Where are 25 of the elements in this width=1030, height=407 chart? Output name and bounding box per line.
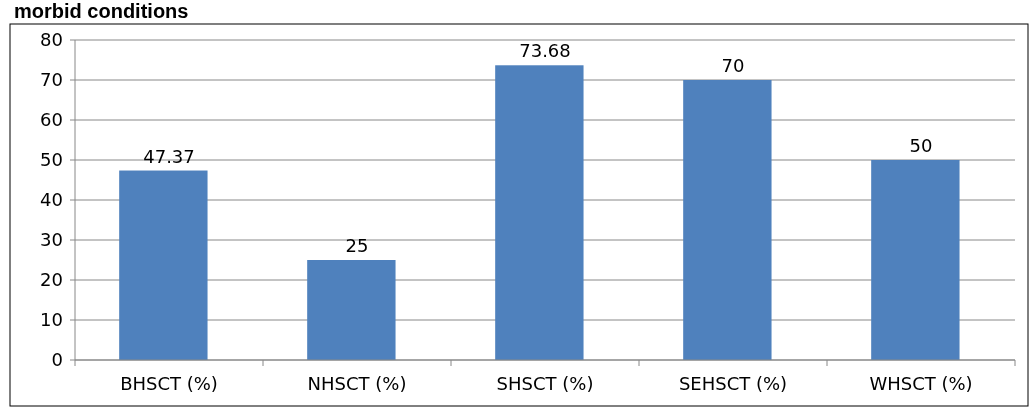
y-tick-label: 70 (40, 69, 63, 91)
y-tick-label: 10 (40, 309, 63, 331)
bar (119, 170, 208, 360)
y-tick-label: 60 (40, 109, 63, 131)
bar (683, 80, 772, 360)
data-label: 50 (909, 135, 933, 156)
chart-title: morbid conditions (14, 0, 189, 22)
data-label: 70 (721, 55, 745, 76)
y-tick-label: 80 (40, 29, 63, 51)
y-tick-label: 0 (51, 349, 63, 371)
bar (307, 260, 396, 360)
bar (495, 65, 584, 360)
x-tick-label: WHSCT (%) (869, 373, 973, 394)
x-tick-label: SEHSCT (%) (678, 373, 788, 394)
y-tick-label: 20 (40, 269, 63, 291)
x-tick-label: NHSCT (%) (307, 373, 407, 394)
bar (871, 160, 960, 360)
y-tick-label: 40 (40, 189, 63, 211)
y-tick-label: 30 (40, 229, 63, 251)
y-tick-label: 50 (40, 149, 63, 171)
x-tick-label: SHSCT (%) (496, 373, 594, 394)
data-label: 73.68 (519, 40, 571, 62)
x-tick-label: BHSCT (%) (120, 373, 218, 394)
data-label: 25 (345, 235, 369, 256)
data-label: 47.37 (143, 145, 195, 167)
